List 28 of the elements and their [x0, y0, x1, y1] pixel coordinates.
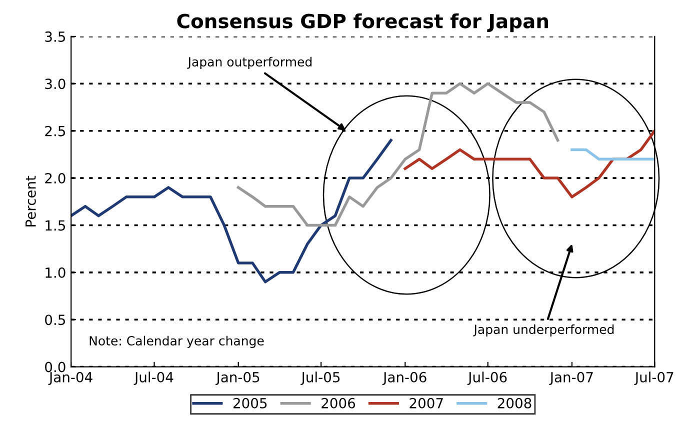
- legend-label: 2005: [233, 398, 267, 408]
- annotation: Japan underperformed: [473, 324, 614, 337]
- legend-label: 2007: [410, 398, 443, 408]
- y-tick-label: 3.5: [45, 31, 66, 42]
- y-tick-label: 2.5: [45, 126, 66, 136]
- y-tick-label: 0.0: [45, 362, 66, 372]
- x-tick-label: Jul-05: [300, 372, 340, 385]
- x-tick-label: Jul-07: [634, 372, 674, 385]
- annotation: Japan outperformed: [187, 56, 312, 69]
- legend-label: 2008: [498, 398, 532, 408]
- line-series: [404, 129, 655, 198]
- chart-title: Consensus GDP forecast for Japan: [177, 13, 548, 32]
- x-tick-label: Jan-04: [48, 372, 92, 385]
- y-axis-title: Percent: [26, 176, 36, 226]
- x-tick-label: Jul-04: [134, 372, 174, 385]
- line-series: [71, 138, 392, 284]
- y-tick-label: 3.0: [45, 78, 66, 90]
- y-tick-label: 1.5: [46, 220, 66, 231]
- y-tick-label: 1.0: [46, 267, 66, 278]
- legend-label: 2006: [322, 398, 356, 408]
- annotation: Note: Calendar year change: [90, 336, 264, 348]
- line-series: [236, 82, 560, 227]
- y-tick-label: 2.0: [45, 173, 66, 184]
- y-tick-label: 0.5: [45, 314, 66, 326]
- x-tick-label: Jan-06: [382, 372, 426, 385]
- x-tick-label: Jan-07: [549, 372, 593, 385]
- x-tick-label: Jul-06: [467, 372, 507, 385]
- x-tick-label: Jan-05: [216, 372, 260, 385]
